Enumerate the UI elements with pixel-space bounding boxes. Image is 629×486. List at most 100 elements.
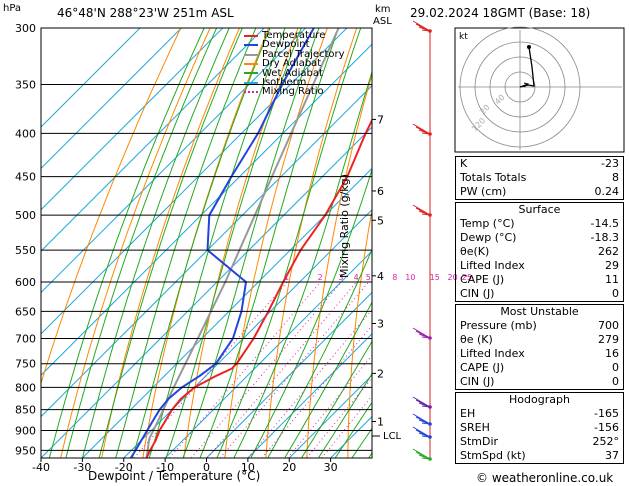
x-tick-label: 0 (203, 461, 210, 474)
legend-label: Wet Adiabat (262, 67, 323, 79)
asl-label: ASL (373, 16, 392, 27)
km-tick-label: 1 (377, 415, 384, 428)
mixing-ratio-label: 15 (430, 273, 440, 282)
x-tick-label: 10 (241, 461, 255, 474)
plot-area (41, 28, 445, 458)
wet-adiabat (182, 28, 320, 458)
index-label: StmDir (460, 435, 499, 448)
index-label: CAPE (J) (460, 273, 505, 286)
index-value: 252° (592, 435, 620, 448)
pressure-tick-label: 950 (15, 444, 36, 457)
pressure-tick-label: 500 (15, 209, 36, 222)
km-label: km (375, 4, 391, 15)
index-label: Totals Totals (460, 171, 527, 184)
index-row: StmSpd (kt) 37 (456, 449, 623, 463)
lcl-label: LCL (383, 431, 402, 442)
index-row: CIN (J) 0 (456, 375, 623, 389)
index-row: CIN (J) 0 (456, 287, 623, 301)
pressure-tick-label: 400 (15, 127, 36, 140)
index-value: -165 (594, 407, 619, 420)
wind-barb (421, 435, 431, 438)
mixing-ratio-line (190, 281, 342, 458)
index-value: -18.3 (590, 231, 619, 244)
isotherm-line (164, 250, 372, 458)
hodograph-stats-box: Hodograph EH -165 SREH -156 StmDir 252° StmSpd … (455, 392, 624, 464)
wet-adiabat (65, 28, 218, 458)
mixing-ratio-label: 5 (366, 273, 371, 282)
index-label: PW (cm) (460, 185, 507, 198)
wet-adiabat (115, 28, 257, 458)
km-tick-label: 3 (377, 318, 384, 331)
section-title: Most Unstable (500, 305, 579, 318)
surface-box: Surface Temp (°C) -14.5 Dewp (°C) -18.3 θe(K)… (455, 202, 624, 302)
dry-adiabat (389, 28, 445, 458)
index-value: 262 (598, 245, 619, 258)
dry-adiabat (306, 72, 372, 458)
index-value: 0 (612, 287, 619, 300)
location-coords: 46°48'N 288°23'W 251m ASL (57, 6, 234, 20)
dry-adiabat (60, 28, 211, 458)
index-value: 37 (605, 449, 619, 462)
index-value: 700 (598, 319, 619, 332)
x-tick-label: 20 (282, 461, 296, 474)
legend-item: Wet Adiabat (244, 67, 345, 79)
index-label: Pressure (mb) (460, 319, 537, 332)
mixing-ratio-line (261, 324, 372, 458)
index-row: EH -165 (456, 407, 623, 421)
index-label: Lifted Index (460, 259, 525, 272)
x-tick-label: -10 (156, 461, 174, 474)
index-value: 29 (605, 259, 619, 272)
wet-adiabat (131, 28, 271, 458)
index-label: K (460, 157, 468, 170)
isotherm-line (247, 333, 372, 458)
legend-swatch (244, 81, 258, 84)
index-row: θe(K) 262 (456, 245, 623, 259)
dry-adiabat (347, 207, 372, 458)
wet-adiabat (267, 248, 372, 458)
pressure-tick-label: 750 (15, 358, 36, 371)
mixing-ratio-label: 10 (405, 273, 415, 282)
series-temperature (145, 118, 372, 458)
hodograph-end-dot (527, 45, 531, 49)
wind-barb (421, 336, 431, 339)
km-tick-label: 4 (377, 270, 384, 283)
index-label: Temp (°C) (460, 217, 515, 230)
mixing-ratio-line (247, 308, 372, 458)
pressure-tick-label: 300 (15, 22, 36, 35)
index-row: Lifted Index 29 (456, 259, 623, 273)
isotherm-line (41, 28, 224, 211)
index-row: Lifted Index 16 (456, 347, 623, 361)
legend: Temperature Dewpoint Parcel Trajectory Dry … (244, 30, 345, 98)
index-label: Lifted Index (460, 347, 525, 360)
isotherm-line (288, 374, 372, 458)
legend-swatch (244, 34, 258, 37)
wet-adiabat (216, 28, 362, 458)
dry-adiabat (142, 28, 270, 458)
index-value: 11 (605, 273, 619, 286)
legend-label: Mixing Ratio (262, 86, 324, 98)
index-value: -156 (594, 421, 619, 434)
pressure-tick-label: 850 (15, 404, 36, 417)
mixing-ratio-label: 25 (462, 273, 472, 282)
section-title: Surface (518, 203, 561, 216)
mixing-ratio-label: 2 (318, 273, 323, 282)
legend-item: Isotherm (244, 77, 345, 89)
wind-barb (421, 422, 431, 425)
index-panel: K -23 Totals Totals 8 PW (cm) 0.24 Surface Tem… (455, 156, 624, 466)
mixing-ratio-label: 4 (354, 273, 359, 282)
dry-adiabat (224, 28, 328, 458)
index-row: CAPE (J) 11 (456, 273, 623, 287)
wet-adiabat (301, 340, 372, 458)
wet-adiabat (165, 28, 302, 458)
legend-label: Isotherm (262, 77, 307, 89)
wind-barb (421, 213, 431, 216)
index-row: θe (K) 279 (456, 333, 623, 347)
km-tick-label: 7 (377, 113, 384, 126)
wet-adiabat (81, 28, 230, 458)
isotherm-line (41, 28, 141, 128)
index-row: Temp (°C) -14.5 (456, 217, 623, 231)
wet-adiabat (48, 28, 205, 458)
hpa-label: hPa (3, 3, 22, 14)
index-value: -23 (601, 157, 619, 170)
